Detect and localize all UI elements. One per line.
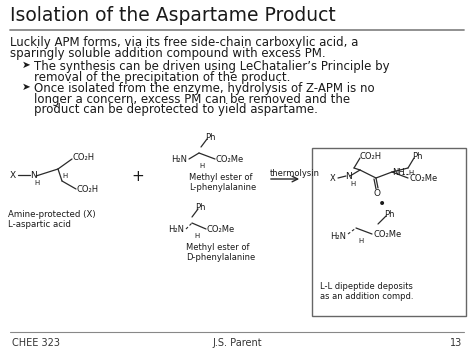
Text: NH: NH xyxy=(392,168,405,177)
Text: H: H xyxy=(199,163,204,169)
Text: •: • xyxy=(378,197,386,211)
Text: sparingly soluble addition compound with excess PM.: sparingly soluble addition compound with… xyxy=(10,47,326,60)
Text: Ph: Ph xyxy=(195,203,206,212)
Text: product can be deprotected to yield aspartame.: product can be deprotected to yield aspa… xyxy=(34,103,318,116)
Text: CO₂Me: CO₂Me xyxy=(216,155,244,164)
Text: H₂N: H₂N xyxy=(171,155,187,164)
Text: H: H xyxy=(34,180,39,186)
Text: Methyl ester of
D-phenylalanine: Methyl ester of D-phenylalanine xyxy=(186,243,255,262)
Text: CO₂Me: CO₂Me xyxy=(207,225,235,234)
Text: The synthesis can be driven using LeChatalier’s Principle by: The synthesis can be driven using LeChat… xyxy=(34,60,390,73)
Text: CHEE 323: CHEE 323 xyxy=(12,338,60,348)
Bar xyxy=(312,148,466,316)
Text: Ph: Ph xyxy=(205,133,216,142)
Text: Methyl ester of
L-phenylalanine: Methyl ester of L-phenylalanine xyxy=(189,173,256,192)
Text: longer a concern, excess PM can be removed and the: longer a concern, excess PM can be remov… xyxy=(34,93,350,105)
Text: H: H xyxy=(358,238,363,244)
Text: Ph: Ph xyxy=(412,152,422,161)
Text: H₂N: H₂N xyxy=(330,232,346,241)
Text: X: X xyxy=(10,171,16,180)
Text: 13: 13 xyxy=(450,338,462,348)
Text: N: N xyxy=(30,171,37,180)
Text: CO₂H: CO₂H xyxy=(77,185,99,194)
Text: ➤: ➤ xyxy=(22,60,31,70)
Text: CO₂H: CO₂H xyxy=(360,152,382,161)
Text: N: N xyxy=(345,172,352,181)
Text: CO₂Me: CO₂Me xyxy=(374,230,402,239)
Text: Luckily APM forms, via its free side-chain carboxylic acid, a: Luckily APM forms, via its free side-cha… xyxy=(10,36,358,49)
Text: O: O xyxy=(374,189,381,198)
Text: thermolysin: thermolysin xyxy=(270,169,320,178)
Text: H: H xyxy=(408,170,413,176)
Text: Isolation of the Aspartame Product: Isolation of the Aspartame Product xyxy=(10,6,336,25)
Text: ➤: ➤ xyxy=(22,82,31,92)
Text: removal of the precipitation of the product.: removal of the precipitation of the prod… xyxy=(34,71,291,83)
Text: J.S. Parent: J.S. Parent xyxy=(212,338,262,348)
Text: H: H xyxy=(62,173,67,179)
Text: +: + xyxy=(132,169,145,184)
Text: Once isolated from the enzyme, hydrolysis of Z-APM is no: Once isolated from the enzyme, hydrolysi… xyxy=(34,82,374,95)
Text: L-L dipeptide deposits
as an addition compd.: L-L dipeptide deposits as an addition co… xyxy=(320,282,413,301)
Text: H: H xyxy=(194,233,199,239)
Text: X: X xyxy=(330,174,336,183)
Text: Ph: Ph xyxy=(384,210,394,219)
Text: H₂N: H₂N xyxy=(168,225,184,234)
Text: H: H xyxy=(350,181,355,187)
Text: CO₂H: CO₂H xyxy=(73,153,95,162)
Text: CO₂Me: CO₂Me xyxy=(410,174,438,183)
Text: Amine-protected (X)
L-aspartic acid: Amine-protected (X) L-aspartic acid xyxy=(8,210,96,229)
